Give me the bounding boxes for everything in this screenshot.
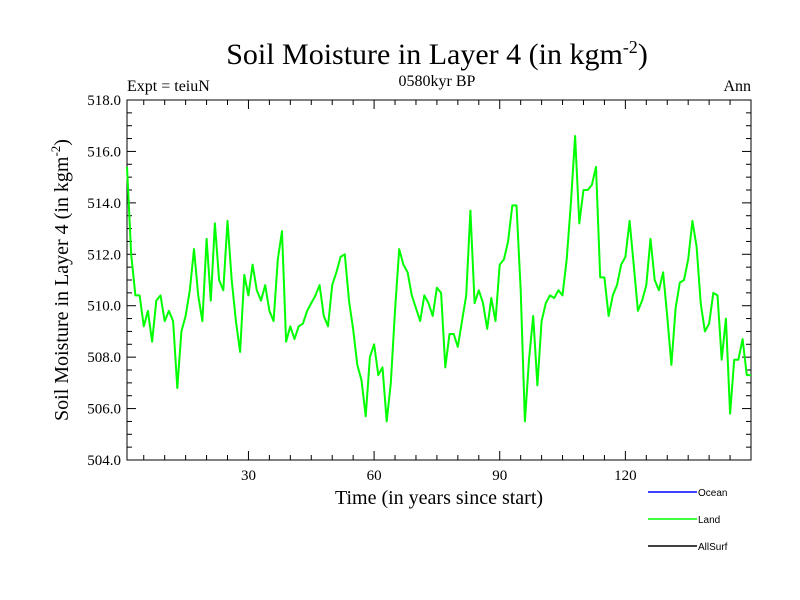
x-tick-label: 120 [614, 468, 637, 484]
chart-title: Soil Moisture in Layer 4 (in kgm-2) [226, 37, 648, 71]
x-tick-label: 60 [367, 468, 382, 484]
y-tick-label: 506.0 [87, 402, 121, 418]
y-tick-labels: 504.0 506.0 508.0 510.0 512.0 514.0 516.0 518.0 [87, 93, 121, 469]
y-tick-label: 508.0 [87, 350, 121, 366]
legend-label-land: Land [698, 515, 720, 526]
x-axis-label: Time (in years since start) [335, 487, 543, 509]
y-axis-label: Soil Moisture in Layer 4 (in kgm-2) [48, 139, 73, 421]
y-tick-label: 510.0 [87, 299, 121, 315]
legend: Ocean Land AllSurf [648, 488, 728, 553]
y-tick-label: 518.0 [87, 93, 121, 109]
plot-frame [126, 99, 752, 461]
x-tick-labels: 30 60 90 120 [241, 468, 637, 484]
y-tick-label: 512.0 [87, 247, 121, 263]
subtitle-right: Ann [723, 78, 751, 95]
y-tick-label: 504.0 [87, 453, 121, 469]
y-tick-label: 514.0 [87, 196, 121, 212]
series-line-land [126, 135, 751, 423]
axis-ticks [127, 99, 752, 461]
x-tick-label: 30 [241, 468, 256, 484]
x-tick-label: 90 [492, 468, 507, 484]
subtitle-left: Expt = teiuN [127, 78, 210, 95]
subtitle-center: 0580kyr BP [399, 73, 476, 90]
legend-label-allsurf: AllSurf [698, 542, 728, 553]
y-tick-label: 516.0 [87, 144, 121, 160]
series-group [126, 135, 751, 423]
legend-label-ocean: Ocean [698, 488, 727, 499]
